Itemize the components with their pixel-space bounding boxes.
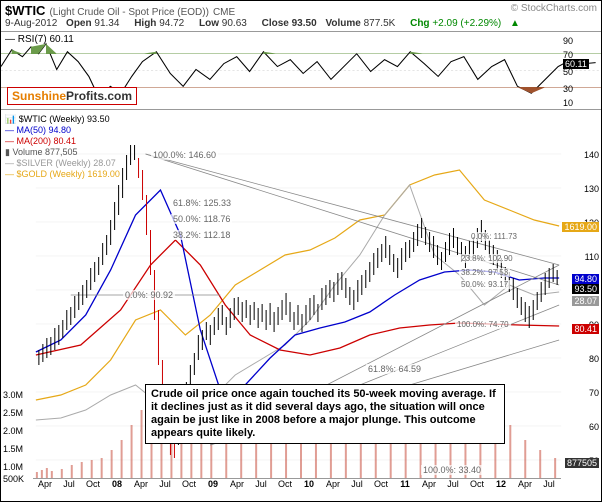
legend-silver: — $SILVER (Weekly) 28.07 [5,158,120,169]
date: 9-Aug-2012 [5,18,57,29]
credit: © StockCharts.com [511,3,597,14]
rsi-panel: — RSI(7) 60.11 90 70 50 30 10 60.11 Suns… [1,32,601,110]
tag-close: 93.50 [572,284,599,294]
annotation-box: Crude oil price once again touched its 5… [145,384,505,444]
legend-gold: — $GOLD (Weekly) 1619.00 [5,169,120,180]
fib2-100: 100.0%: 74.70 [455,320,511,329]
tag-gold: 1619.00 [562,222,599,232]
fib-618: 61.8%: 125.33 [171,198,233,208]
fib2-50: 50.0%: 93.17 [459,280,510,289]
tag-vol: 877505 [565,458,599,468]
ticker-desc: (Light Crude Oil - Spot Price (EOD)) [49,7,209,18]
main-price-panel: 📊 $WTIC (Weekly) 93.50 — MA(50) 94.80 — … [1,110,601,492]
tag-ma200: 80.41 [572,324,599,334]
fib-100: 100.0%: 146.60 [151,150,218,160]
exchange: CME [213,7,235,18]
legend-vol: ▮ Volume 877,505 [5,147,120,158]
fib2-382: 38.2%: 97.53 [459,268,510,277]
fib-618b: 61.8%: 64.59 [366,364,423,374]
legend-main: 📊 $WTIC (Weekly) 93.50 [5,114,120,125]
rsi-y-axis: 90 70 50 30 10 60.11 [563,32,599,109]
ticker-symbol: $WTIC [5,3,45,18]
fib2-0: 0.0%: 111.73 [469,232,519,241]
watermark: SunshineProfits.com [7,87,137,105]
legend: 📊 $WTIC (Weekly) 93.50 — MA(50) 94.80 — … [5,114,120,180]
tag-ma50: 94.80 [572,274,599,284]
fib2-238: 23.8%: 102.90 [459,254,515,263]
x-axis: AprJulOct08 AprJulOct09 AprJulOct10 AprJ… [33,478,561,492]
ohlc-row: 9-Aug-2012 Open 91.34 High 94.72 Low 90.… [5,18,597,29]
chart-container: $WTIC (Light Crude Oil - Spot Price (EOD… [0,0,602,502]
fib-50: 50.0%: 118.76 [171,214,232,224]
fib-100b: 100.0%: 33.40 [421,465,483,475]
tag-silver: 28.07 [572,296,599,306]
fib-382: 38.2%: 112.18 [171,230,232,240]
legend-ma200: — MA(200) 80.41 [5,136,120,147]
legend-ma50: — MA(50) 94.80 [5,125,120,136]
fib-0: 0.0%: 90.92 [123,290,175,300]
chart-header: $WTIC (Light Crude Oil - Spot Price (EOD… [1,1,601,32]
